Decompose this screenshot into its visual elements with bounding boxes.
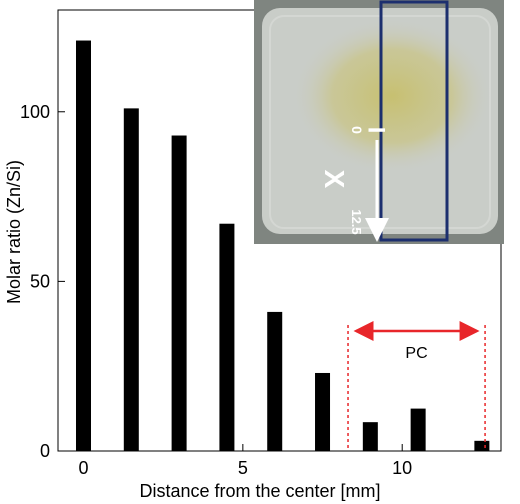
bar [362,422,378,451]
photo-line-label: I [364,127,391,134]
inset-photo: I 0 12.5 X [254,0,504,244]
x-tick-label: 5 [238,458,248,478]
y-tick-label: 100 [20,102,50,122]
bar [410,408,426,451]
y-tick-label: 50 [30,271,50,291]
y-axis-title: Molar ratio (Zn/Si) [4,160,24,304]
bar [171,135,187,451]
photo-start-label: 0 [349,126,365,134]
x-tick-label: 0 [78,458,88,478]
bar [267,311,283,451]
bar [315,372,331,451]
x-axis-title: Distance from the center [mm] [139,481,380,501]
photo-end-label: 12.5 [349,209,364,234]
pc-region: PC [347,321,486,451]
photo-x-label: X [319,170,350,189]
photo-sampling-rectangle [379,0,449,242]
bar [474,440,490,451]
x-tick-label: 10 [392,458,412,478]
photo-stain [292,18,492,174]
bar [123,108,139,451]
bar [219,223,235,451]
pc-label: PC [405,345,427,362]
y-tick-label: 0 [40,441,50,461]
bar [75,40,91,452]
